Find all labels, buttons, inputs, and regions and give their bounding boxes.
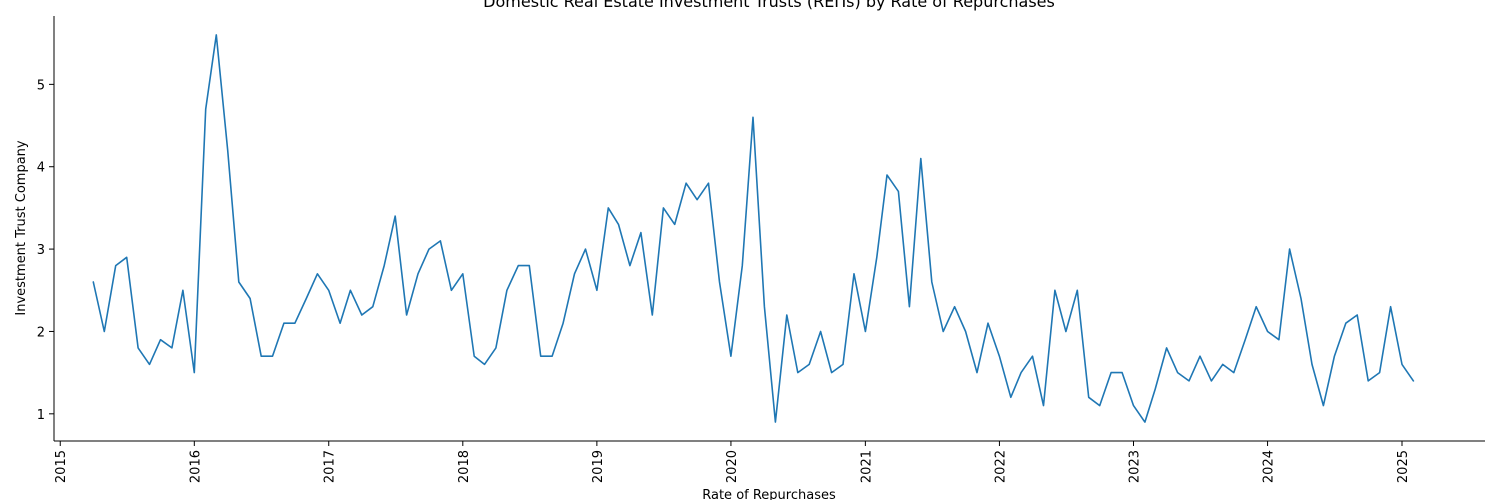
y-tick-label: 2 (37, 325, 45, 340)
x-tick-label: 2023 (1127, 450, 1142, 483)
x-tick-label: 2015 (54, 450, 69, 483)
x-tick-label: 2017 (323, 450, 338, 483)
x-tick-label: 2016 (188, 450, 203, 483)
x-tick-label: 2018 (457, 450, 472, 483)
plot-area: 2015 2016 2017 2018 2019 2020 2021 2022 2023 2024… (37, 16, 1485, 483)
x-tick-label: 2022 (993, 450, 1008, 483)
y-axis-ticks: 1 2 3 4 5 (37, 78, 54, 423)
y-tick-label: 3 (37, 243, 45, 258)
x-axis-ticks: 2015 2016 2017 2018 2019 2020 2021 2022 2023 2024… (54, 441, 1411, 483)
y-tick-label: 1 (37, 408, 45, 423)
series-layer (92, 34, 1415, 423)
x-axis-label: Rate of Repurchases (702, 488, 836, 500)
y-axis-label: Investment Trust Company (14, 140, 29, 316)
chart-title: Domestic Real Estate Investment Trusts (… (483, 0, 1055, 11)
x-tick-label: 2024 (1262, 450, 1277, 483)
x-tick-label: 2021 (859, 450, 874, 483)
x-tick-label: 2025 (1396, 450, 1411, 483)
y-tick-label: 4 (37, 161, 45, 176)
x-tick-label: 2020 (725, 450, 740, 483)
x-tick-label: 2019 (591, 450, 606, 483)
series-line (92, 34, 1415, 423)
y-tick-label: 5 (37, 78, 45, 93)
